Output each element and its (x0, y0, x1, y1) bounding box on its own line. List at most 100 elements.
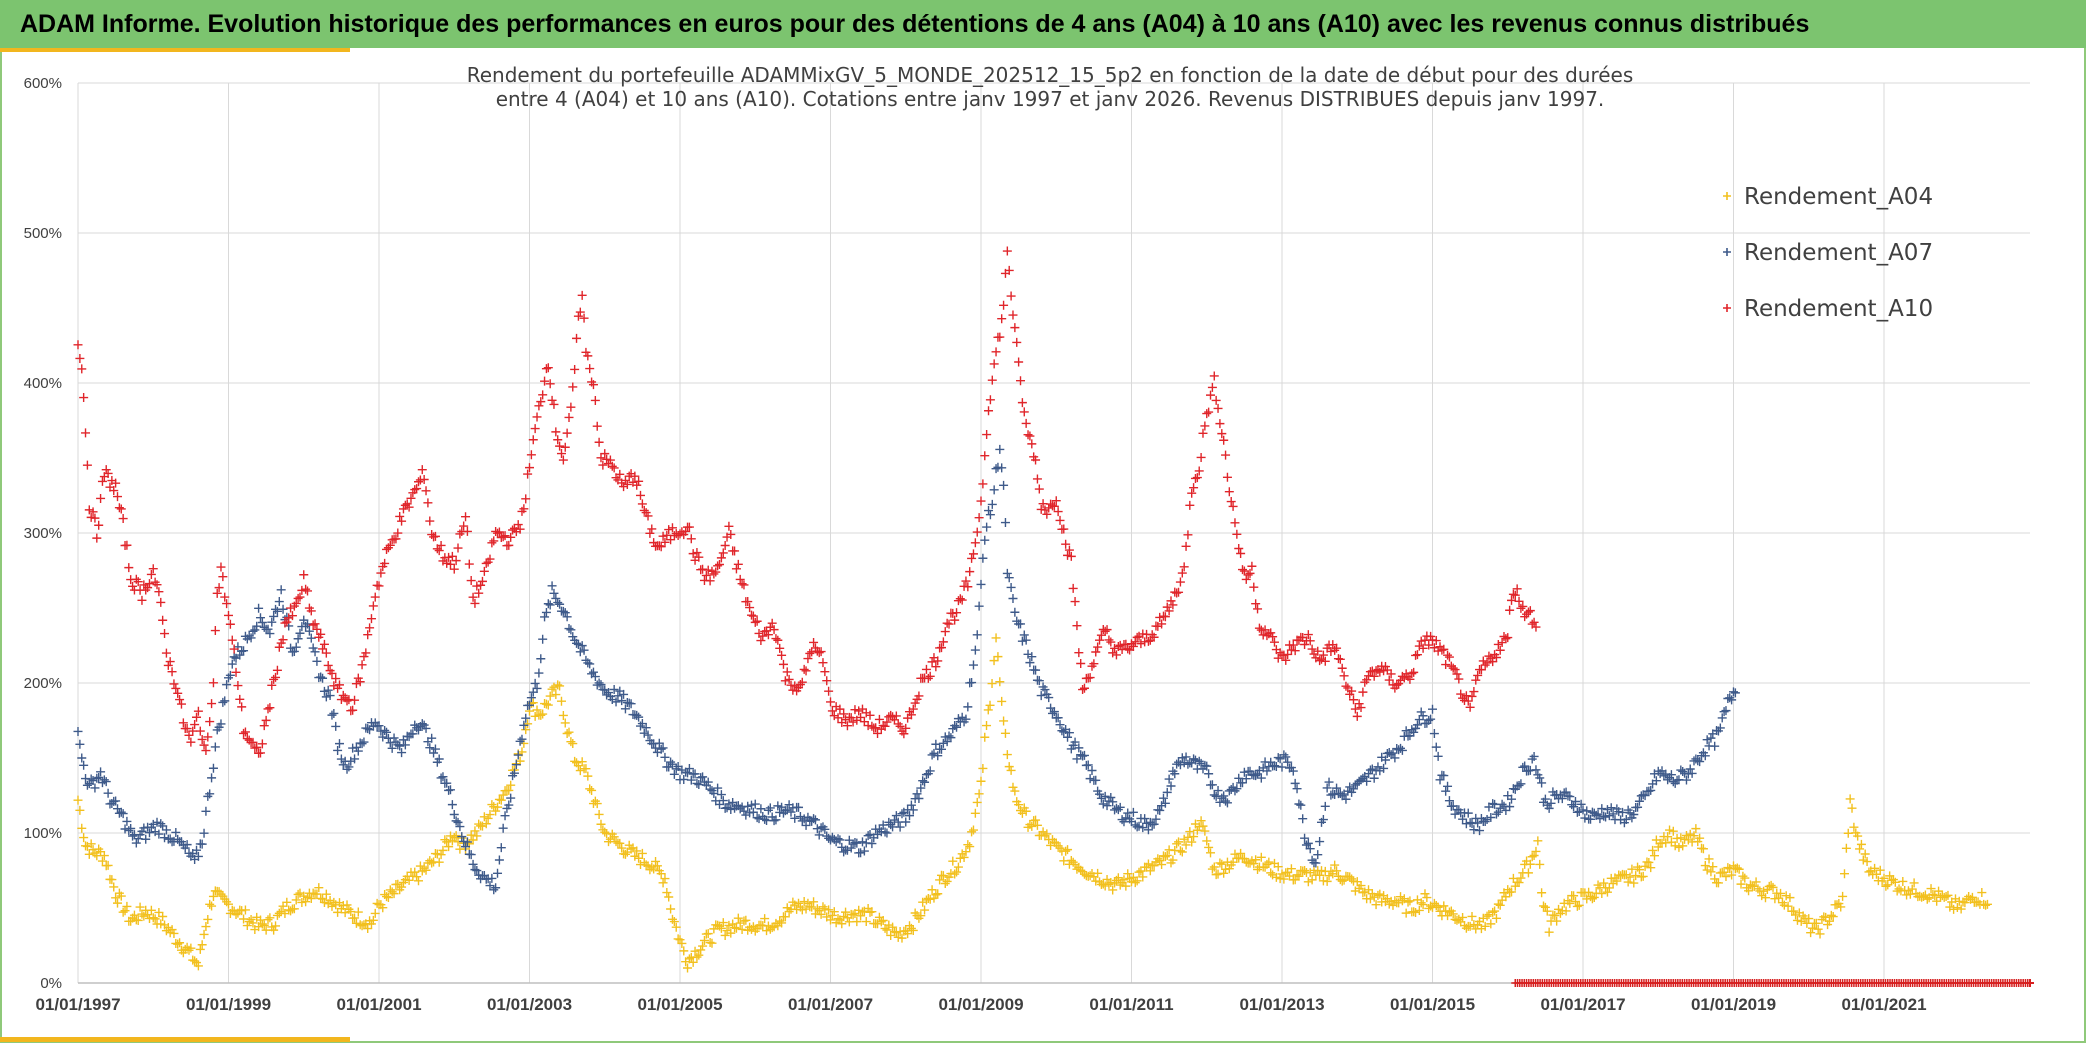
data-point (829, 711, 839, 721)
data-point (528, 687, 538, 697)
data-point (532, 683, 542, 693)
data-point (878, 820, 888, 830)
data-point (1808, 923, 1818, 933)
data-point (773, 635, 783, 645)
data-point (1347, 874, 1357, 884)
data-point (1189, 832, 1199, 842)
data-point (1540, 902, 1550, 912)
data-point (731, 923, 741, 933)
data-point (472, 866, 482, 876)
data-point (263, 624, 273, 634)
data-point (316, 629, 326, 639)
data-point (999, 300, 1009, 310)
data-point (1676, 833, 1686, 843)
data-point (257, 617, 267, 627)
data-point (462, 526, 472, 536)
data-point (1017, 808, 1027, 818)
data-point (1689, 831, 1699, 841)
data-point (143, 583, 153, 593)
data-point (350, 754, 360, 764)
data-point (1023, 430, 1033, 440)
data-point (611, 697, 621, 707)
data-point (609, 832, 619, 842)
data-point (667, 523, 677, 533)
data-point (696, 773, 706, 783)
data-point (278, 635, 288, 645)
legend-label: Rendement_A10 (1744, 296, 1933, 322)
data-point (1858, 855, 1868, 865)
data-point (1004, 573, 1014, 583)
data-point (1751, 877, 1761, 887)
data-point (314, 883, 324, 893)
data-point (677, 765, 687, 775)
data-point (748, 611, 758, 621)
data-point (1981, 900, 1991, 910)
data-point (227, 905, 237, 915)
data-point (839, 912, 849, 922)
data-point (794, 898, 804, 908)
data-point (1824, 916, 1834, 926)
data-point (303, 892, 313, 902)
data-point (1108, 885, 1118, 895)
data-point (756, 636, 766, 646)
data-point (1932, 896, 1942, 906)
data-point (1074, 743, 1084, 753)
data-point (442, 778, 452, 788)
data-point (1232, 529, 1242, 539)
data-point (1510, 590, 1520, 600)
data-point (927, 885, 937, 895)
data-point (1332, 783, 1342, 793)
data-point (1247, 561, 1257, 571)
data-point (715, 560, 725, 570)
data-point (1303, 877, 1313, 887)
data-point (861, 917, 871, 927)
data-point (1412, 650, 1422, 660)
data-point (549, 399, 559, 409)
data-point (220, 592, 230, 602)
data-point (429, 748, 439, 758)
data-point (547, 684, 557, 694)
data-point (201, 922, 211, 932)
data-point (442, 837, 452, 847)
data-point (1729, 687, 1738, 697)
data-point (1079, 750, 1089, 760)
data-point (1491, 809, 1501, 819)
data-point (1433, 751, 1443, 761)
data-point (558, 710, 568, 720)
data-point (1123, 644, 1133, 654)
data-point (193, 961, 203, 971)
data-point (182, 724, 192, 734)
data-point (1143, 859, 1153, 869)
data-point (103, 860, 113, 870)
data-point (839, 847, 849, 857)
data-point (1083, 760, 1093, 770)
data-point (199, 828, 209, 838)
data-point (509, 768, 519, 778)
data-point (666, 535, 676, 545)
data-point (479, 812, 489, 822)
data-point (873, 919, 883, 929)
data-point (240, 727, 250, 737)
data-point (1091, 775, 1101, 785)
data-point (1514, 780, 1524, 790)
data-point (889, 715, 899, 725)
data-point (1151, 814, 1161, 824)
data-point (1604, 811, 1614, 821)
x-tick-label: 01/01/2011 (1089, 995, 1173, 1014)
data-point (604, 688, 614, 698)
baseline-marker (2026, 979, 2034, 987)
data-point (555, 441, 565, 451)
data-point (357, 660, 367, 670)
data-point (1358, 888, 1368, 898)
data-point (1766, 880, 1776, 890)
data-point (1467, 691, 1477, 701)
data-point (506, 780, 516, 790)
data-point (1279, 750, 1289, 760)
data-point (790, 900, 800, 910)
data-point (643, 730, 653, 740)
data-point (1774, 893, 1784, 903)
data-point (240, 905, 250, 915)
data-point (487, 800, 497, 810)
data-point (1294, 871, 1304, 881)
data-point (321, 648, 331, 658)
